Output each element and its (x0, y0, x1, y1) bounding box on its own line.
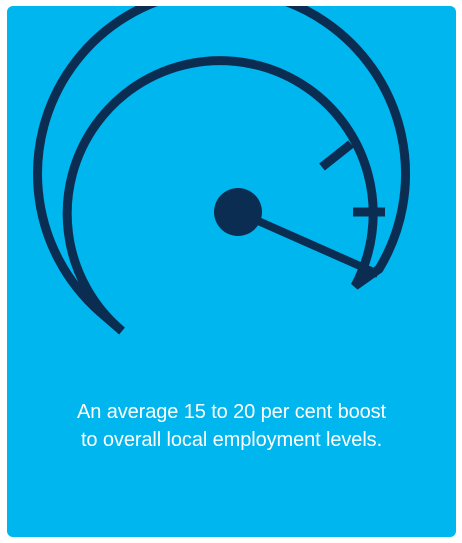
caption-line-1: An average 15 to 20 per cent boost (76, 401, 387, 423)
gauge-divider-1 (319, 140, 354, 171)
infographic-card: An average 15 to 20 per cent boost to ov… (7, 6, 456, 537)
gauge-hub (214, 188, 262, 236)
caption-line-2: to overall local employment levels. (80, 429, 383, 451)
gauge-outline (33, 6, 411, 335)
caption: An average 15 to 20 per cent boost to ov… (7, 398, 456, 454)
gauge-needle (236, 208, 380, 278)
speedometer-icon (33, 6, 411, 335)
